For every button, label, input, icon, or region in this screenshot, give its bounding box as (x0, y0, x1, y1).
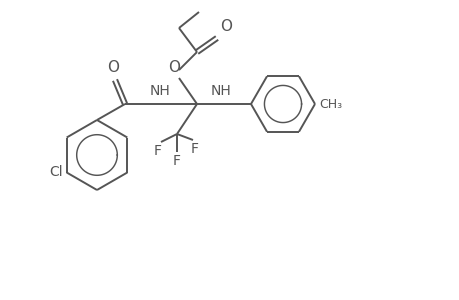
Text: O: O (219, 19, 231, 34)
Text: O: O (168, 60, 179, 75)
Text: F: F (154, 144, 162, 158)
Text: NH: NH (150, 84, 170, 98)
Text: F: F (173, 154, 180, 168)
Text: Cl: Cl (49, 166, 62, 179)
Text: F: F (190, 142, 199, 156)
Text: O: O (107, 60, 119, 75)
Text: CH₃: CH₃ (318, 98, 341, 110)
Text: NH: NH (211, 84, 231, 98)
